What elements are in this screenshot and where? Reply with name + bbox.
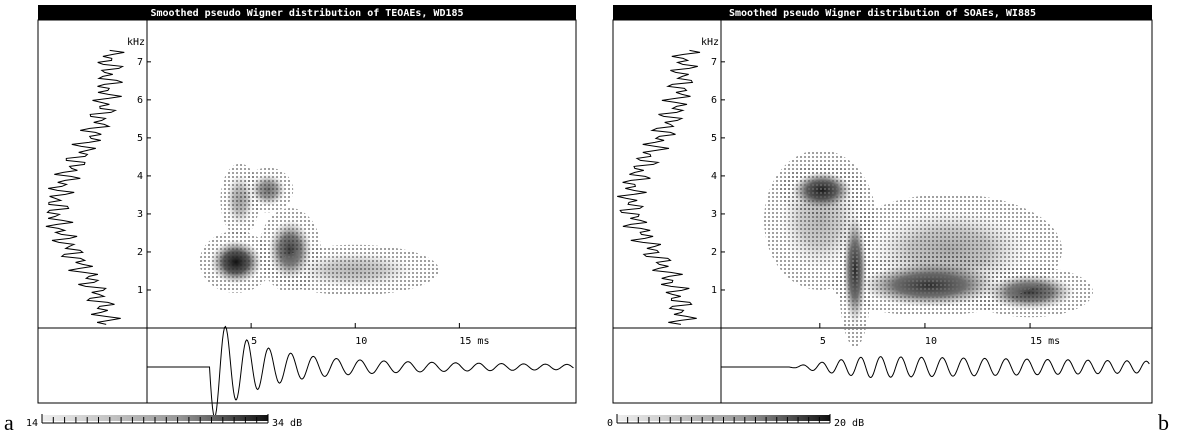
energy-core xyxy=(295,252,415,288)
energy-core xyxy=(210,240,262,284)
y-tick-label: 7 xyxy=(137,57,143,68)
chart-title: Smoothed pseudo Wigner distribution of S… xyxy=(729,7,1036,19)
y-tick-label: 4 xyxy=(137,171,143,182)
spectrum-curve xyxy=(617,50,700,324)
panel-label: a xyxy=(4,410,14,435)
x-tick-label: 15 ms xyxy=(1030,336,1060,347)
y-tick-label: 2 xyxy=(711,247,717,258)
y-tick-label: 1 xyxy=(711,285,717,296)
x-tick-label: 10 xyxy=(925,336,937,347)
frame xyxy=(38,20,576,403)
y-axis-label: kHz xyxy=(127,37,145,48)
y-tick-label: 6 xyxy=(711,95,717,106)
panel-label: b xyxy=(1158,410,1169,435)
colorbar-label: 0 xyxy=(607,418,613,429)
y-tick-label: 7 xyxy=(711,57,717,68)
colorbar-label: 34 dB xyxy=(272,418,302,429)
x-tick-label: 5 xyxy=(251,336,257,347)
y-tick-label: 4 xyxy=(711,171,717,182)
y-tick-label: 3 xyxy=(711,209,717,220)
chart-title: Smoothed pseudo Wigner distribution of T… xyxy=(150,7,463,19)
y-tick-label: 2 xyxy=(137,247,143,258)
colorbar-label: 20 dB xyxy=(834,418,864,429)
panel: Smoothed pseudo Wigner distribution of T… xyxy=(4,5,576,435)
panel: Smoothed pseudo Wigner distribution of S… xyxy=(607,5,1169,435)
energy-core xyxy=(226,174,254,226)
y-tick-label: 1 xyxy=(137,285,143,296)
y-tick-label: 5 xyxy=(137,133,143,144)
y-tick-label: 5 xyxy=(711,133,717,144)
x-tick-label: 15 ms xyxy=(459,336,489,347)
energy-core xyxy=(870,210,1030,290)
y-axis-label: kHz xyxy=(701,37,719,48)
y-tick-label: 6 xyxy=(137,95,143,106)
x-tick-label: 5 xyxy=(820,336,826,347)
x-tick-label: 10 xyxy=(355,336,367,347)
waveform xyxy=(721,357,1149,378)
figure: Smoothed pseudo Wigner distribution of T… xyxy=(0,0,1178,437)
energy-core xyxy=(780,170,860,270)
y-tick-label: 3 xyxy=(137,209,143,220)
colorbar-label: 14 xyxy=(26,418,38,429)
spectrum-curve xyxy=(46,50,124,324)
